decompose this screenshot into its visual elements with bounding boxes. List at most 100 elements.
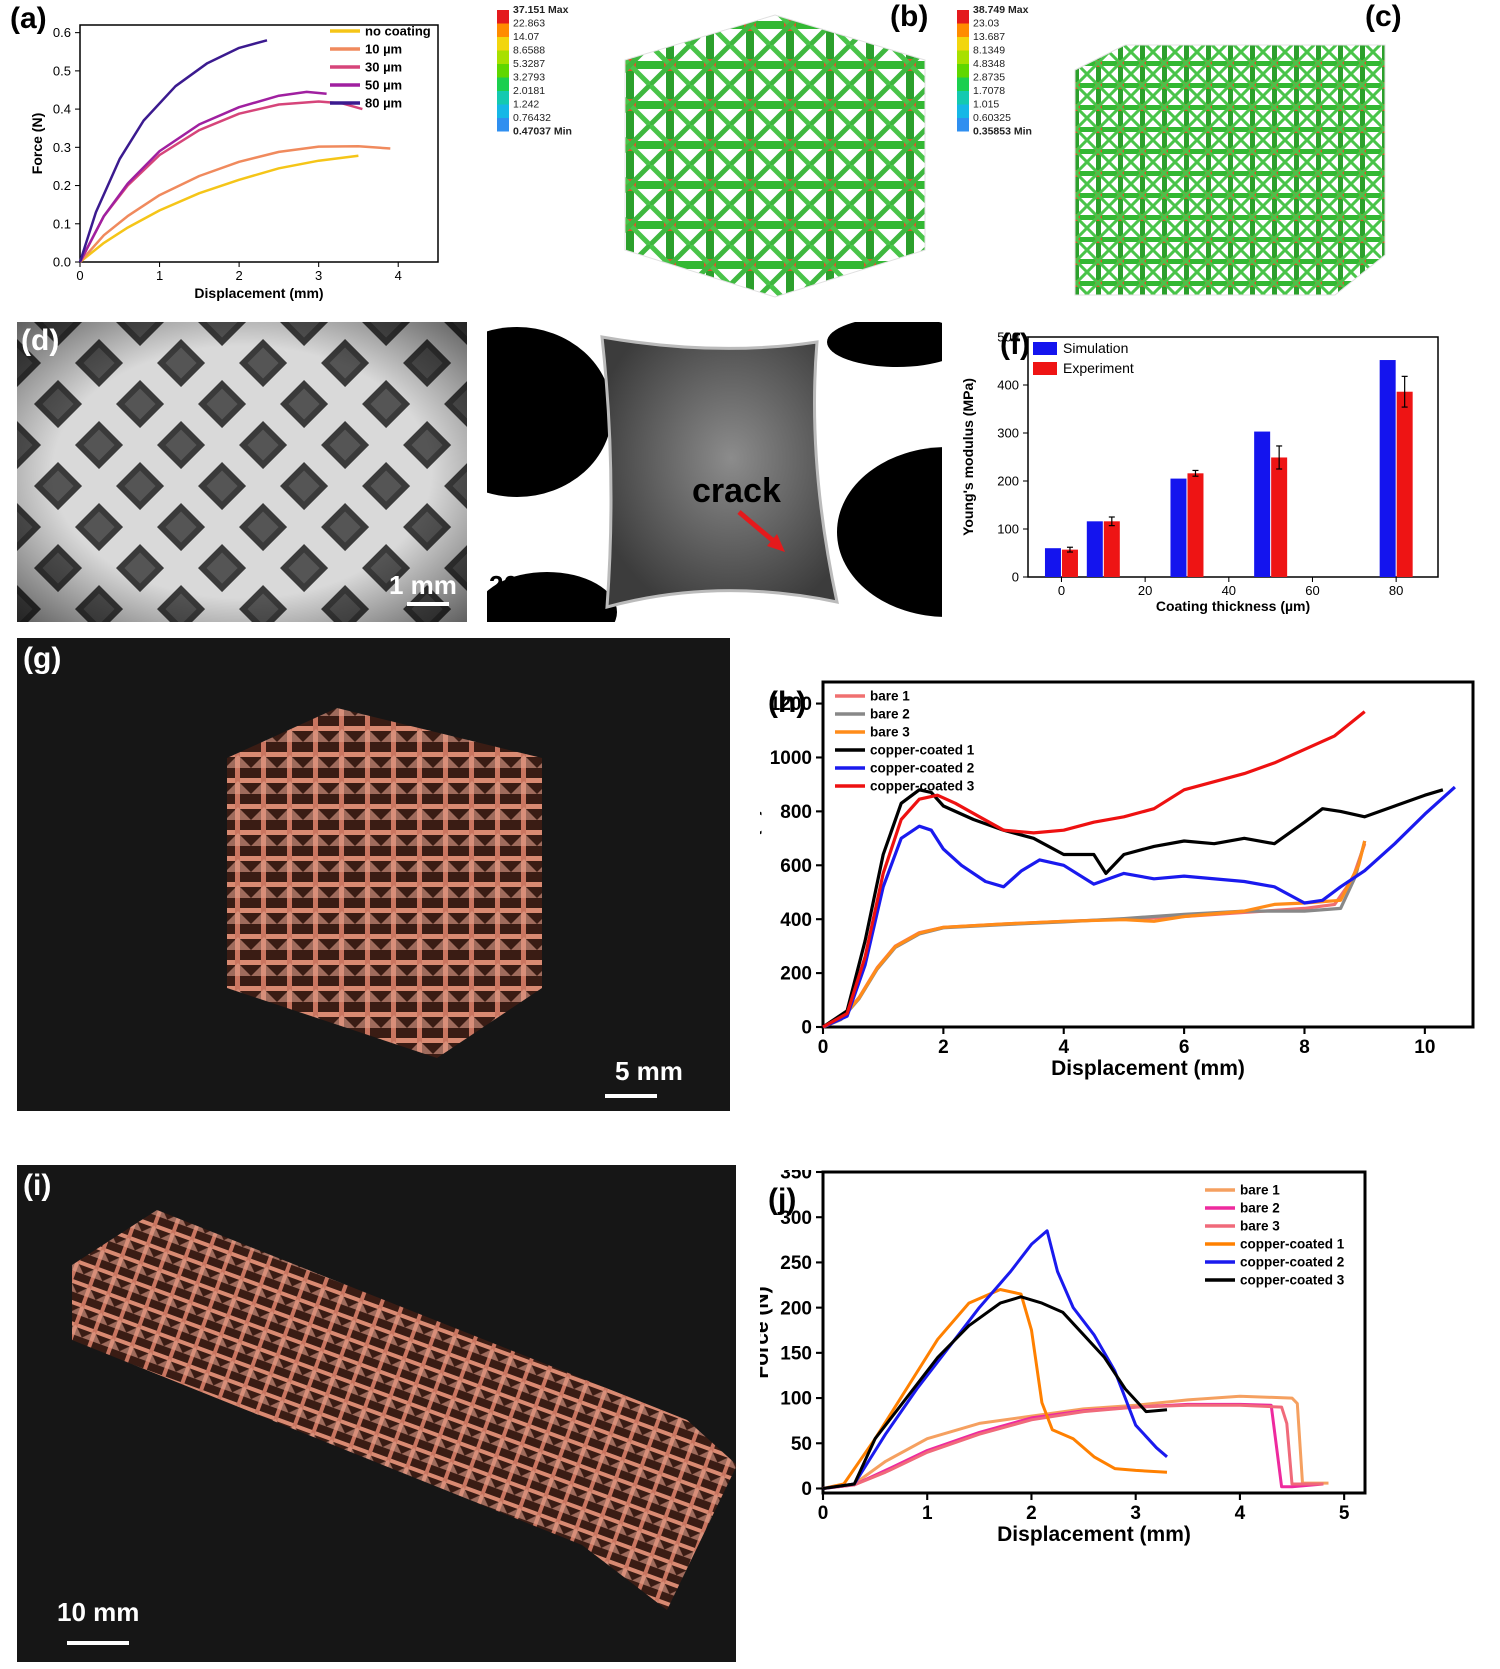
x-tick-label: 2 bbox=[1026, 1503, 1037, 1524]
series-line bbox=[822, 785, 1456, 1029]
series-line bbox=[822, 1394, 1329, 1490]
legend-value: 2.8735 bbox=[973, 72, 1005, 84]
legend-value: 1.242 bbox=[513, 99, 539, 111]
panel-label-c: (c) bbox=[1365, 0, 1402, 33]
x-tick-label: 4 bbox=[395, 268, 402, 283]
y-tick-label: 0 bbox=[801, 1018, 812, 1039]
y-tick-label: 150 bbox=[780, 1343, 812, 1364]
legend-swatch bbox=[497, 104, 509, 118]
legend-swatch bbox=[957, 64, 969, 78]
legend-swatch bbox=[497, 91, 509, 105]
panel-b: 37.151 Max 22.863 14.07 8.6588 5.3287 3.2793 2… bbox=[495, 0, 955, 310]
y-tick-label: 0 bbox=[1012, 570, 1019, 585]
series-line bbox=[822, 1403, 1324, 1490]
legend-swatch bbox=[497, 37, 509, 51]
series-line bbox=[79, 154, 359, 263]
y-axis-label: Force (N) bbox=[29, 113, 45, 174]
legend-swatch bbox=[497, 77, 509, 91]
legend-swatch bbox=[957, 118, 969, 132]
x-axis-label: Displacement (mm) bbox=[997, 1523, 1191, 1546]
legend-swatch bbox=[1033, 342, 1057, 355]
series-line bbox=[78, 90, 327, 263]
x-axis-label: Displacement (mm) bbox=[194, 285, 323, 301]
x-tick-label: 2 bbox=[235, 268, 242, 283]
legend-swatch bbox=[957, 77, 969, 91]
copper-lattice-bar bbox=[67, 1210, 736, 1645]
bar bbox=[1271, 457, 1288, 577]
bar bbox=[1396, 391, 1413, 577]
panel-label-i: (i) bbox=[23, 1169, 52, 1202]
bar bbox=[1187, 473, 1204, 577]
y-tick-label: 0.5 bbox=[53, 63, 71, 78]
legend-swatch bbox=[957, 10, 969, 24]
legend-value: 13.687 bbox=[973, 31, 1005, 43]
y-tick-label: 1000 bbox=[770, 748, 812, 769]
panel-label-a: (a) bbox=[10, 2, 47, 35]
crack-label: crack bbox=[692, 472, 781, 510]
legend-label: bare 1 bbox=[1240, 1183, 1280, 1198]
legend-value: 5.3287 bbox=[513, 58, 545, 70]
legend-label: bare 1 bbox=[870, 689, 910, 704]
panel-label-f: (f) bbox=[1000, 328, 1030, 361]
chart-f: 0 20 40 60 80 0 100 200 300 400 500 Coating thickne… bbox=[960, 330, 1439, 614]
legend-label: copper-coated 1 bbox=[870, 743, 975, 758]
legend-value: 1.015 bbox=[973, 99, 999, 111]
legend-value: 0.35853 Min bbox=[973, 126, 1032, 138]
y-tick-label: 800 bbox=[780, 802, 812, 823]
y-tick-label: 200 bbox=[997, 474, 1019, 489]
y-tick-label: 500 bbox=[997, 330, 1019, 345]
y-tick-label: 300 bbox=[997, 426, 1019, 441]
series-line bbox=[822, 843, 1367, 1029]
x-axis-label: Displacement (mm) bbox=[1051, 1057, 1245, 1080]
x-tick-label: 3 bbox=[1130, 1503, 1141, 1524]
legend-value: 1.7078 bbox=[973, 85, 1005, 97]
y-axis-label: Young's modulus (MPa) bbox=[960, 378, 976, 536]
x-tick-label: 2 bbox=[938, 1037, 949, 1058]
x-tick-label: 0 bbox=[1058, 583, 1065, 598]
legend-label: 50 µm bbox=[365, 78, 402, 93]
plot-frame bbox=[1027, 336, 1439, 578]
legend-label: bare 2 bbox=[1240, 1201, 1280, 1216]
legend-value: 23.03 bbox=[973, 18, 999, 30]
panel-j: 0 1 2 3 4 5 0 50 100 150 200 250 300 350 Displacement … bbox=[750, 1163, 1500, 1664]
series-line bbox=[822, 710, 1366, 1029]
x-tick-label: 5 bbox=[1339, 1503, 1350, 1524]
legend-label: bare 2 bbox=[870, 707, 910, 722]
bar bbox=[1103, 521, 1120, 577]
legend-label: bare 3 bbox=[1240, 1219, 1280, 1234]
y-tick-label: 0.3 bbox=[53, 140, 71, 155]
series-line bbox=[822, 840, 1367, 1029]
panel-label-h: (h) bbox=[768, 686, 807, 719]
y-tick-label: 50 bbox=[791, 1434, 812, 1455]
legend-swatch bbox=[957, 23, 969, 37]
scalebar-label-g: 5 mm bbox=[615, 1056, 683, 1086]
chart-j: 0 1 2 3 4 5050100150200250300350Displacement … bbox=[750, 1163, 1367, 1546]
panel-label-b: (b) bbox=[890, 0, 929, 33]
y-tick-label: 350 bbox=[780, 1170, 812, 1184]
legend-swatch bbox=[957, 91, 969, 105]
legend-value: 3.2793 bbox=[513, 72, 545, 84]
x-axis-label: Coating thickness (µm) bbox=[1156, 598, 1310, 614]
legend-label: copper-coated 3 bbox=[870, 779, 975, 794]
scalebar-label-d: 1 mm bbox=[389, 570, 457, 600]
x-tick-label: 0 bbox=[76, 268, 83, 283]
x-tick-label: 6 bbox=[1179, 1037, 1190, 1058]
legend-label: bare 3 bbox=[870, 725, 910, 740]
lattice-render-b bbox=[624, 14, 926, 298]
legend-swatch bbox=[497, 64, 509, 78]
series-line bbox=[822, 1229, 1168, 1490]
panel-i-photo: (i) 10 mm bbox=[17, 1165, 736, 1662]
x-tick-label: 60 bbox=[1305, 583, 1319, 598]
legend-label: 10 µm bbox=[365, 42, 402, 57]
contour-legend-c: 38.749 Max23.0313.6878.13494.83482.87351… bbox=[957, 4, 1032, 138]
bar bbox=[1254, 431, 1271, 577]
x-tick-label: 1 bbox=[922, 1503, 933, 1524]
legend-swatch bbox=[497, 118, 509, 132]
legend-swatch bbox=[957, 50, 969, 64]
legend-value: 14.07 bbox=[513, 31, 539, 43]
y-tick-label: 0.0 bbox=[53, 255, 71, 270]
chart-a: 0 1 2 3 4 0.0 0.1 0.2 0.3 0.4 0.5 0.6 Displacement (… bbox=[29, 24, 439, 301]
legend-label: copper-coated 3 bbox=[1240, 1273, 1345, 1288]
legend-value: 0.47037 Min bbox=[513, 126, 572, 138]
legend-value: 2.0181 bbox=[513, 85, 545, 97]
